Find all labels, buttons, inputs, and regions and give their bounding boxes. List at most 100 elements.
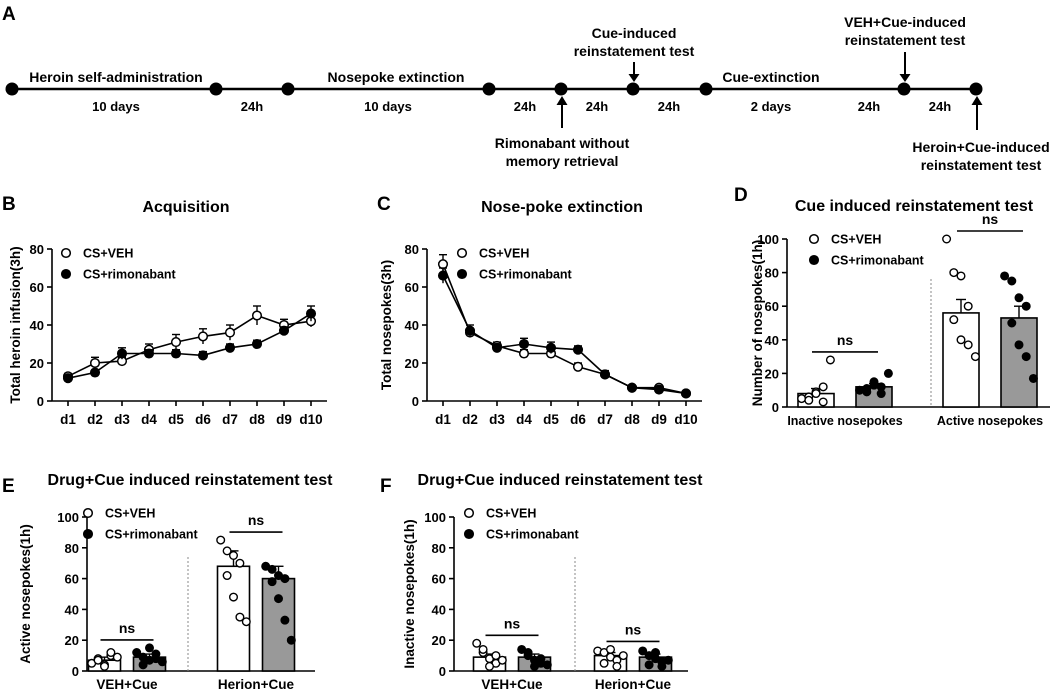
y-tick-label: 80 <box>405 242 419 257</box>
panel-letter-d: D <box>734 185 748 206</box>
y-tick-label: 0 <box>37 394 44 409</box>
panel-letter-e: E <box>2 476 15 497</box>
timeline-node <box>5 82 19 96</box>
phase-label-self-administration: Heroin self-administration <box>29 69 202 85</box>
data-point-veh <box>818 397 828 407</box>
data-point-rimonabant <box>644 660 654 670</box>
timeline-node <box>281 82 295 96</box>
event-veh-test-line2: reinstatement test <box>845 32 966 48</box>
duration-label: 24h <box>586 99 608 114</box>
data-point-veh <box>949 315 959 325</box>
data-point-rimonabant <box>143 348 155 359</box>
data-point-rimonabant <box>138 660 148 670</box>
data-point-rimonabant <box>437 270 449 281</box>
data-point-veh <box>518 348 530 359</box>
panel-letter-a: A <box>2 4 16 25</box>
duration-label: 10 days <box>92 99 140 114</box>
legend-label: CS+rimonabant <box>486 528 580 542</box>
chart-cue-reinstatement: 0 20 40 60 80 100 Cue induced reinstatement te… <box>750 198 1050 428</box>
data-point-rimonabant <box>305 308 317 319</box>
event-rimonabant-line2: memory retrieval <box>506 153 619 169</box>
data-point-veh <box>472 638 482 648</box>
data-point-rimonabant <box>862 387 872 397</box>
event-cue-test-line2: reinstatement test <box>574 43 695 59</box>
significance-label: ns <box>625 621 642 637</box>
legend-label: CS+rimonabant <box>479 268 573 282</box>
significance-label: ns <box>119 620 136 636</box>
data-point-rimonabant <box>653 384 665 395</box>
data-point-rimonabant <box>170 348 182 359</box>
data-point-rimonabant <box>1028 373 1038 383</box>
y-tick-label: 0 <box>439 664 446 679</box>
data-point-veh <box>612 661 622 671</box>
y-tick-label: 0 <box>72 664 79 679</box>
x-tick-label: d10 <box>299 412 322 427</box>
data-point-veh <box>618 651 628 661</box>
x-tick-label: d10 <box>674 412 697 427</box>
chart-drug-cue-active: 0 20 40 60 80 100 Drug+Cue induced reinstateme… <box>18 472 333 692</box>
timeline-node <box>626 82 640 96</box>
data-point-rimonabant <box>542 660 552 670</box>
data-point-veh <box>170 337 182 348</box>
data-point-veh <box>241 617 251 627</box>
data-point-rimonabant <box>680 388 692 399</box>
x-tick-label: d2 <box>87 412 103 427</box>
data-point-veh <box>228 592 238 602</box>
chart-title: Drug+Cue induced reinstatement test <box>418 472 704 489</box>
data-point-veh <box>478 644 488 654</box>
y-axis-label: Total nosepokes(3h) <box>379 260 394 390</box>
data-point-rimonabant <box>157 657 167 667</box>
duration-label: 24h <box>858 99 880 114</box>
data-point-rimonabant <box>651 648 661 658</box>
legend-label: CS+VEH <box>486 507 536 521</box>
legend-marker <box>463 507 475 519</box>
y-axis-label: Active nosepokes(1h) <box>18 524 33 664</box>
x-tick-label: d3 <box>489 412 505 427</box>
data-point-rimonabant <box>144 643 154 653</box>
chart-title: Cue induced reinstatement test <box>795 198 1034 215</box>
data-point-veh <box>222 571 232 581</box>
data-point-rimonabant <box>224 342 236 353</box>
y-tick-label: 0 <box>772 400 779 415</box>
data-point-rimonabant <box>1021 301 1031 311</box>
data-point-rimonabant <box>663 655 673 665</box>
data-point-rimonabant <box>855 385 865 395</box>
event-arrow-head <box>628 74 640 82</box>
data-point-rimonabant <box>1021 352 1031 362</box>
data-point-rimonabant <box>1007 318 1017 328</box>
data-point-veh <box>949 268 959 278</box>
x-tick-label: d1 <box>435 412 451 427</box>
y-tick-label: 40 <box>432 602 446 617</box>
data-point-rimonabant <box>545 342 557 353</box>
y-tick-label: 80 <box>765 266 779 281</box>
data-point-rimonabant <box>280 615 290 625</box>
data-point-veh <box>963 301 973 311</box>
event-arrow-head <box>899 74 911 82</box>
duration-label: 24h <box>241 99 263 114</box>
significance-label: ns <box>982 211 999 227</box>
x-tick-label: d6 <box>570 412 586 427</box>
event-arrow-head <box>971 96 983 105</box>
x-tick-label: d5 <box>543 412 559 427</box>
timeline-node <box>482 82 496 96</box>
data-point-veh <box>93 655 103 665</box>
data-point-veh <box>485 661 495 671</box>
data-point-veh <box>197 331 209 342</box>
data-point-veh <box>216 535 226 545</box>
data-point-rimonabant <box>572 344 584 355</box>
x-category-label: Active nosepokes <box>937 414 1043 428</box>
data-point-rimonabant <box>267 577 277 587</box>
x-tick-label: d5 <box>168 412 184 427</box>
x-tick-label: d6 <box>195 412 211 427</box>
data-point-veh <box>956 335 966 345</box>
data-point-rimonabant <box>62 373 74 384</box>
legend-marker <box>456 268 468 280</box>
legend-label: CS+VEH <box>479 247 529 261</box>
data-point-rimonabant <box>197 350 209 361</box>
data-point-rimonabant <box>280 574 290 584</box>
significance-label: ns <box>248 512 265 528</box>
panel-letter-c: C <box>377 194 391 215</box>
chart-drug-cue-inactive: 0 20 40 60 80 100 Drug+Cue induced reinstateme… <box>402 472 703 692</box>
y-tick-label: 20 <box>432 633 446 648</box>
data-point-veh <box>235 558 245 568</box>
